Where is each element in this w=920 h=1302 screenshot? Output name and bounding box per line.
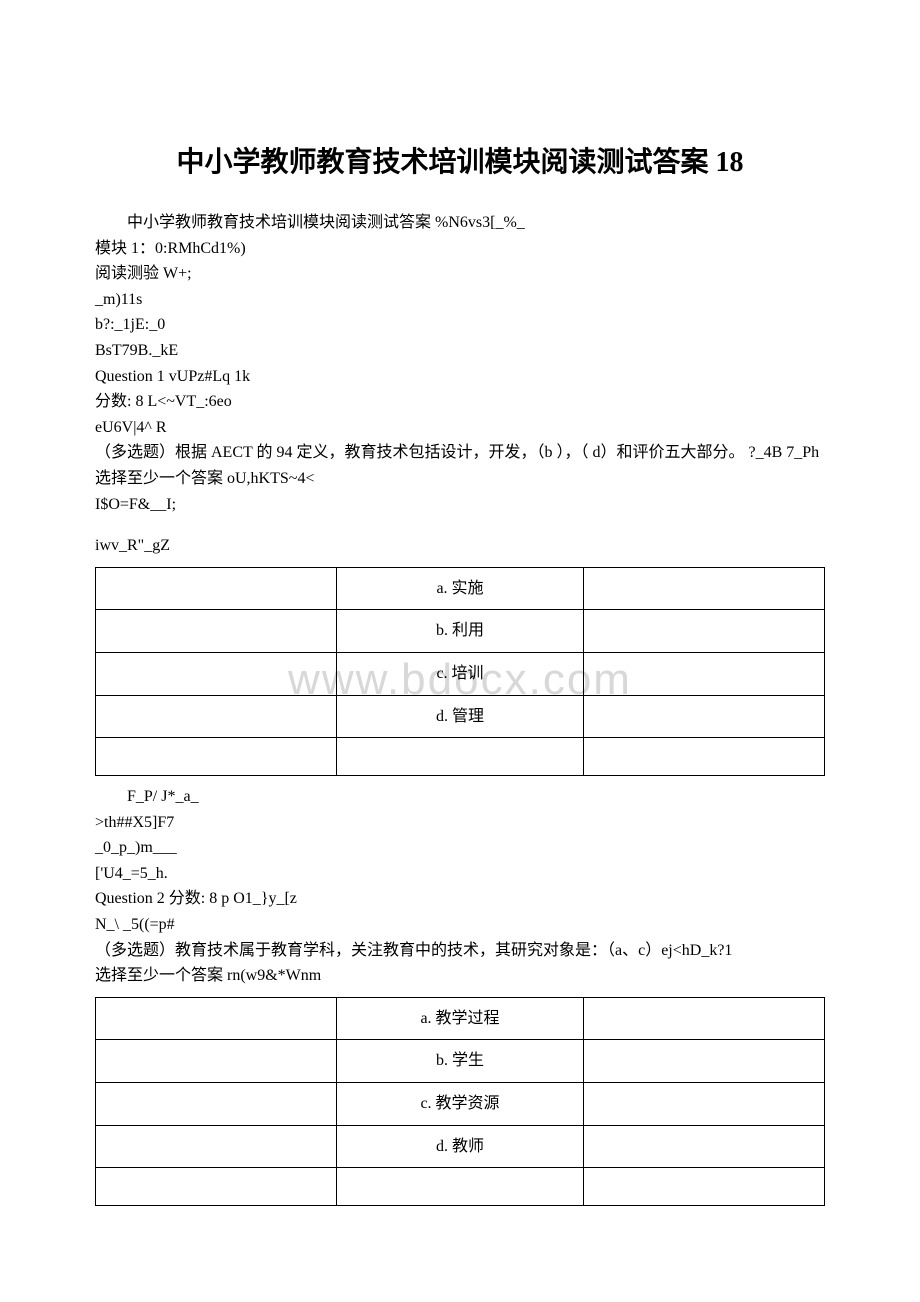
- noise-line: Question 1 vUPz#Lq 1k: [95, 364, 825, 390]
- question-1-text: （多选题）根据 AECT 的 94 定义，教育技术包括设计，开发，（b ），（ …: [95, 440, 825, 466]
- table-cell: b. 学生: [336, 1040, 584, 1083]
- noise-line: N_\ _5((=p#: [95, 912, 825, 938]
- table-row: d. 管理: [96, 695, 825, 738]
- blank-line: [95, 517, 825, 533]
- table-cell: [96, 610, 337, 653]
- noise-line: b?:_1jE:_0: [95, 312, 825, 338]
- noise-line: 分数: 8 L<~VT_:6eo: [95, 389, 825, 415]
- table-cell: [584, 1168, 825, 1206]
- table-cell: [584, 738, 825, 776]
- table-cell: d. 管理: [336, 695, 584, 738]
- intro-line: 中小学教师教育技术培训模块阅读测试答案 %N6vs3[_%_: [95, 210, 825, 236]
- table-cell: [96, 1083, 337, 1126]
- answer-table-1: a. 实施 b. 利用 c. 培训 d. 管理: [95, 567, 825, 776]
- table-cell: [336, 738, 584, 776]
- table-cell: [584, 1083, 825, 1126]
- table-cell: [96, 1040, 337, 1083]
- table-cell: a. 教学过程: [336, 997, 584, 1040]
- noise-line: F_P/ J*_a_: [95, 784, 825, 810]
- table-row: [96, 1168, 825, 1206]
- noise-line: Question 2 分数: 8 p O1_}y_[z: [95, 886, 825, 912]
- table-row: a. 实施: [96, 567, 825, 610]
- table-row: c. 培训: [96, 652, 825, 695]
- noise-line: BsT79B._kE: [95, 338, 825, 364]
- table-row: b. 学生: [96, 1040, 825, 1083]
- table-cell: c. 培训: [336, 652, 584, 695]
- noise-line: iwv_R"_gZ: [95, 533, 825, 559]
- noise-line: _0_p_)m___: [95, 835, 825, 861]
- table-cell: [96, 567, 337, 610]
- page-title: 中小学教师教育技术培训模块阅读测试答案 18: [95, 140, 825, 180]
- table-cell: b. 利用: [336, 610, 584, 653]
- noise-line: 模块 1：0:RMhCd1%): [95, 236, 825, 262]
- table-cell: d. 教师: [336, 1125, 584, 1168]
- noise-line: >th##X5]F7: [95, 810, 825, 836]
- table-cell: a. 实施: [336, 567, 584, 610]
- answer-table-2: a. 教学过程 b. 学生 c. 教学资源 d. 教师: [95, 997, 825, 1206]
- table-cell: [584, 567, 825, 610]
- table-row: b. 利用: [96, 610, 825, 653]
- table-cell: [96, 652, 337, 695]
- noise-line: ['U4_=5_h.: [95, 861, 825, 887]
- table-row: a. 教学过程: [96, 997, 825, 1040]
- table-cell: [96, 997, 337, 1040]
- table-cell: [584, 610, 825, 653]
- table-cell: [96, 738, 337, 776]
- table-row: d. 教师: [96, 1125, 825, 1168]
- document-body: 中小学教师教育技术培训模块阅读测试答案 %N6vs3[_%_ 模块 1：0:RM…: [95, 210, 825, 1206]
- noise-line: I$O=F&__I;: [95, 492, 825, 518]
- table-cell: [584, 1040, 825, 1083]
- table-cell: [96, 1168, 337, 1206]
- question-2-text: （多选题）教育技术属于教育学科，关注教育中的技术，其研究对象是：（a、c）ej<…: [95, 938, 825, 964]
- noise-line: eU6V|4^ R: [95, 415, 825, 441]
- noise-line: 阅读测验 W+;: [95, 261, 825, 287]
- table-cell: [96, 695, 337, 738]
- table-row: c. 教学资源: [96, 1083, 825, 1126]
- table-cell: [96, 1125, 337, 1168]
- table-cell: [584, 652, 825, 695]
- table-cell: c. 教学资源: [336, 1083, 584, 1126]
- table-cell: [336, 1168, 584, 1206]
- select-hint-2: 选择至少一个答案 rn(w9&*Wnm: [95, 963, 825, 989]
- select-hint-1: 选择至少一个答案 oU,hKTS~4<: [95, 466, 825, 492]
- table-cell: [584, 997, 825, 1040]
- table-cell: [584, 1125, 825, 1168]
- table-row: [96, 738, 825, 776]
- table-cell: [584, 695, 825, 738]
- noise-line: _m)11s: [95, 287, 825, 313]
